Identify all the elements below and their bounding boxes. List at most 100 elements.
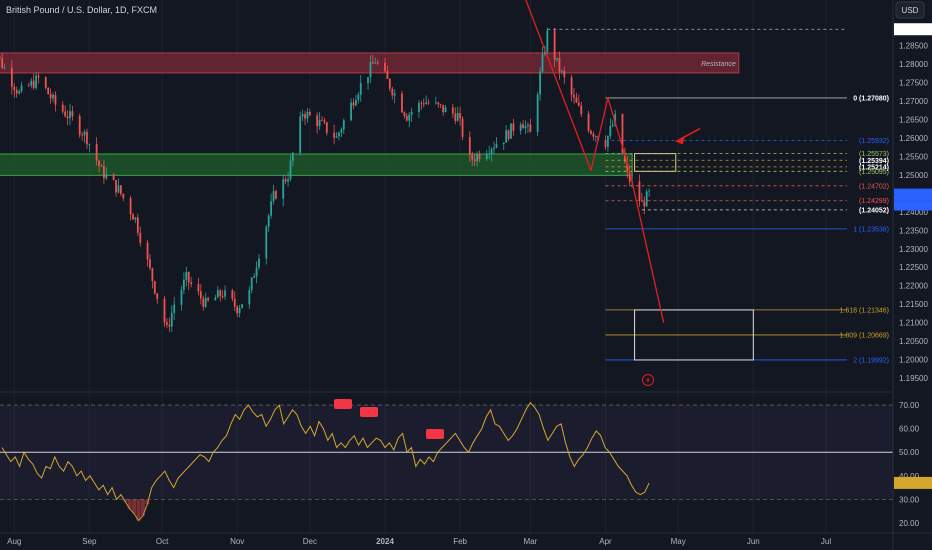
- candle-body: [151, 268, 154, 282]
- rsi-axis-tick: 20.00: [899, 519, 920, 528]
- candle-body: [607, 135, 609, 147]
- candle-body: [272, 191, 275, 202]
- candle-body: [333, 132, 336, 138]
- candle-body: [468, 136, 471, 155]
- rsi-axis-tick: 50.00: [899, 448, 920, 457]
- candle-body: [371, 62, 374, 64]
- candle-body: [95, 144, 98, 161]
- candle-body: [258, 258, 260, 268]
- candle-body: [478, 154, 481, 159]
- candle-body: [81, 134, 84, 136]
- candle-body: [570, 77, 573, 95]
- candle-body: [61, 104, 64, 112]
- candle-body: [318, 119, 321, 127]
- candle-body: [100, 165, 103, 167]
- wave-projection-line: [629, 170, 665, 323]
- wave-projection-line: [525, 0, 592, 171]
- candle-body: [132, 214, 134, 220]
- candle-body: [35, 75, 37, 88]
- candle-body: [316, 115, 319, 127]
- price-axis-tick: 1.24000: [899, 208, 928, 217]
- candle-body: [153, 281, 156, 294]
- candle-body: [422, 103, 425, 105]
- candle-body: [1, 58, 4, 68]
- price-axis-tick: 1.27000: [899, 97, 928, 106]
- candle-body: [640, 200, 643, 202]
- fib-level-label: (1.25095): [859, 169, 889, 176]
- candle-body: [628, 171, 631, 182]
- candle-body: [369, 62, 372, 77]
- candle-body: [425, 102, 428, 105]
- fib-level-label: (1.25932): [859, 138, 889, 145]
- price-axis-tick: 1.27500: [899, 78, 928, 87]
- candle-body: [643, 201, 646, 207]
- candle-body: [83, 131, 86, 136]
- fib-level-label: (1.25214): [859, 164, 889, 171]
- candle-body: [224, 290, 226, 297]
- candle-body: [289, 160, 292, 180]
- candle-body: [434, 102, 437, 104]
- fib-level-label: 1.809 (1.20669): [840, 332, 889, 339]
- candle-body: [241, 304, 243, 309]
- bear-signal-badge: [334, 399, 352, 409]
- rsi-axis-tick: 60.00: [899, 425, 920, 434]
- fib-level-label: (1.24299): [859, 198, 889, 205]
- candle-body: [219, 290, 222, 297]
- candle-body: [510, 123, 512, 139]
- candle-body: [350, 102, 352, 121]
- candle-body: [495, 143, 498, 148]
- price-axis-tick: 1.23000: [899, 245, 928, 254]
- candle-body: [444, 107, 447, 113]
- candle-body: [611, 124, 614, 127]
- candle-body: [170, 312, 173, 327]
- candle-body: [180, 289, 183, 305]
- candle-body: [304, 114, 306, 119]
- candle-body: [405, 115, 408, 121]
- price-axis-tick: 1.21500: [899, 300, 928, 309]
- lightning-icon[interactable]: [642, 374, 654, 386]
- candle-body: [105, 174, 108, 179]
- candle-body: [32, 80, 35, 88]
- candle-body: [166, 322, 168, 325]
- rsi-oversold-fill: [136, 499, 141, 521]
- price-axis-tick: 1.19500: [899, 374, 928, 383]
- rsi-oversold-fill: [140, 499, 145, 516]
- candle-body: [231, 290, 234, 299]
- candle-body: [321, 119, 323, 121]
- candle-body: [439, 104, 442, 106]
- price-axis-tick: 1.26000: [899, 134, 928, 143]
- candle-body: [197, 284, 200, 292]
- wave-projection-line: [590, 97, 609, 171]
- candle-body: [199, 291, 202, 299]
- candle-body: [207, 297, 210, 301]
- candle-body: [47, 87, 50, 95]
- rsi-oversold-fill: [132, 499, 137, 514]
- candle-body: [442, 104, 445, 113]
- candle-body: [403, 112, 406, 116]
- candle-body: [505, 130, 508, 143]
- fib-level-label: (1.24702): [859, 183, 889, 190]
- bear-signal-badge: [426, 429, 444, 439]
- candle-body: [626, 161, 629, 172]
- candle-body: [265, 226, 268, 259]
- currency-button[interactable]: USD: [902, 6, 919, 15]
- candle-body: [248, 289, 251, 305]
- candle-body: [609, 126, 612, 136]
- candle-body: [190, 282, 193, 285]
- candle-body: [623, 152, 626, 162]
- candle-body: [519, 124, 522, 131]
- candle-body: [156, 293, 159, 299]
- candle-body: [427, 102, 430, 104]
- candle-body: [103, 165, 105, 179]
- candle-body: [275, 191, 277, 199]
- candle-body: [490, 149, 493, 154]
- candle-body: [367, 76, 369, 83]
- rsi-oversold-fill: [145, 499, 150, 505]
- time-axis-tick: 2024: [376, 537, 394, 546]
- candle-body: [553, 30, 556, 60]
- candle-body: [10, 67, 13, 87]
- candle-body: [580, 105, 583, 114]
- currency-button-frame[interactable]: [895, 1, 925, 19]
- candle-body: [173, 304, 176, 313]
